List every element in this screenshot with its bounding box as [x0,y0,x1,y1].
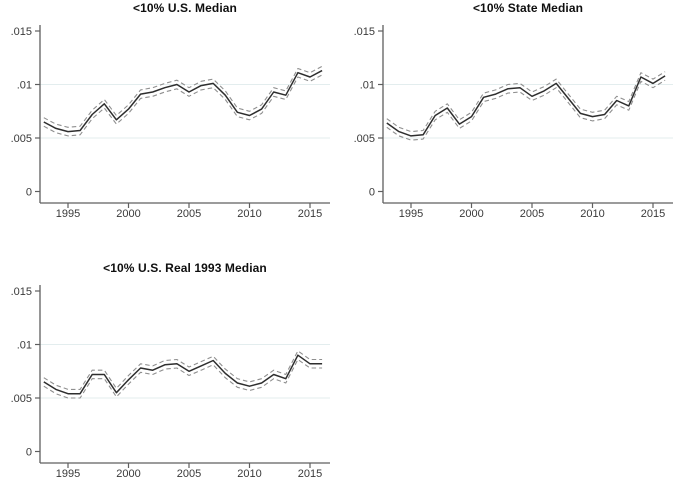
x-tick-label: 2005 [177,468,201,480]
series-estimate-line [43,69,323,133]
x-tick-label: 2000 [116,468,140,480]
chart-state-median: 0 .005 .01 .015 1995 2000 2005 2010 2015 [354,25,673,220]
y-tick-label: .005 [354,133,375,145]
series-ci-lower-line [43,358,323,399]
y-tick-label: .015 [11,26,32,38]
x-tick-label: 2015 [641,208,665,220]
y-tick-label: .015 [354,26,375,38]
series-ci-lower-line [43,74,323,137]
y-tick-label: .005 [11,133,32,145]
x-tick-label: 2005 [177,208,201,220]
x-tick-label: 2010 [580,208,604,220]
x-tick-label: 2015 [298,208,322,220]
chart-us-median: 0 .005 .01 .015 1995 2000 2005 2010 2015 [11,25,330,220]
x-tick-label: 2000 [459,208,483,220]
series-ci-upper-line [43,350,323,390]
chart-us-real-1993-median: 0 .005 .01 .015 1995 2000 2005 2010 2015 [11,285,330,480]
x-tick-label: 1995 [56,208,80,220]
x-tick-label: 1995 [399,208,423,220]
y-tick-label: .01 [17,340,32,352]
y-tick-label: 0 [369,187,375,199]
x-tick-label: 2005 [520,208,544,220]
y-tick-label: .01 [17,80,32,92]
chart-title-real-1993-median: <10% U.S. Real 1993 Median [103,261,267,275]
x-tick-label: 2010 [237,468,261,480]
x-tick-label: 2000 [116,208,140,220]
chart-title-state-median: <10% State Median [472,1,584,15]
y-tick-label: .005 [11,393,32,405]
y-tick-label: .01 [360,80,375,92]
y-tick-label: .015 [11,286,32,298]
x-tick-label: 2010 [237,208,261,220]
chart-panel-state-median: <10% State Median 0 .005 .01 .015 1995 2000 20… [343,0,685,240]
y-tick-label: 0 [26,447,32,459]
series-estimate-line [43,354,323,395]
series-ci-lower-line [386,79,666,141]
x-tick-label: 2015 [298,468,322,480]
series-estimate-line [386,75,666,137]
series-ci-upper-line [43,65,323,128]
x-tick-label: 1995 [56,468,80,480]
chart-title-us-median: <10% U.S. Median [133,1,237,15]
y-tick-label: 0 [26,187,32,199]
chart-panel-us-median: <10% U.S. Median 0 .005 .01 .015 1995 2000 200… [0,0,342,240]
series-ci-upper-line [386,71,666,133]
chart-panel-real-1993-median: <10% U.S. Real 1993 Median 0 .005 .01 .015 1… [0,240,342,481]
